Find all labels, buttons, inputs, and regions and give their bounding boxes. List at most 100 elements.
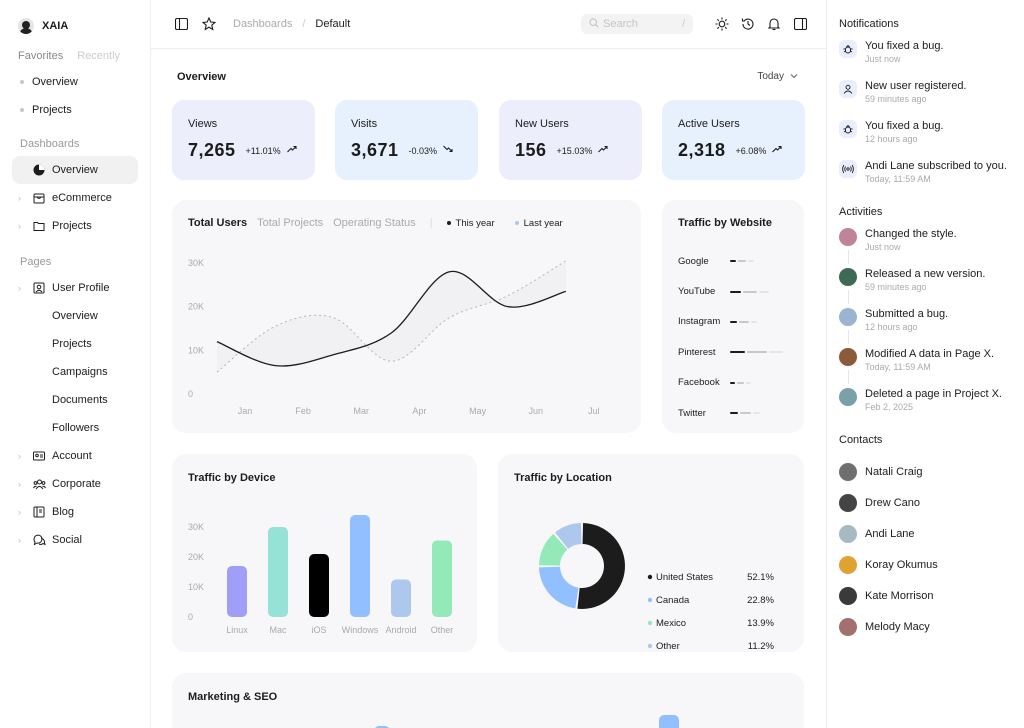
sidebar-subitem-documents[interactable]: Documents: [52, 394, 108, 406]
history-icon[interactable]: [740, 16, 756, 32]
search-input[interactable]: [603, 18, 675, 30]
section-pages: Pages: [20, 256, 52, 268]
bar-ios[interactable]: [309, 554, 329, 617]
website-label: Google: [678, 255, 709, 267]
stat-card-active-users[interactable]: Active Users 2,318 +6.08%: [662, 100, 805, 180]
sidebar-item-user-profile[interactable]: › User Profile: [12, 274, 138, 302]
bar-mac[interactable]: [268, 527, 288, 617]
bar-windows[interactable]: [350, 515, 370, 617]
sidebar-item-corporate[interactable]: › Corporate: [12, 470, 138, 498]
sidebar-subitem-overview[interactable]: Overview: [52, 310, 98, 322]
donut-slice-other[interactable]: [555, 523, 582, 549]
stat-label: New Users: [515, 118, 569, 130]
website-label: Instagram: [678, 316, 721, 328]
tab-favorites[interactable]: Favorites: [18, 50, 64, 62]
bug-icon: [839, 120, 857, 138]
website-row: Google: [678, 246, 798, 276]
website-level-bar: [730, 351, 783, 354]
trend-up-icon: [772, 145, 782, 156]
sidebar-toggle-icon[interactable]: [173, 16, 189, 32]
brand[interactable]: XAIA: [18, 16, 138, 36]
donut-slice-united-states[interactable]: [577, 523, 626, 609]
favorite-overview[interactable]: Overview: [12, 68, 138, 96]
tab-total-projects[interactable]: Total Projects: [257, 217, 324, 229]
contact-name: Melody Macy: [865, 620, 930, 633]
stat-card-views[interactable]: Views 7,265 +11.01%: [172, 100, 315, 180]
contact-item[interactable]: Melody Macy: [839, 611, 1012, 642]
activity-text: Submitted a bug.: [865, 308, 949, 320]
notification-item[interactable]: Andi Lane subscribed to you. Today, 11:59…: [839, 160, 1012, 200]
sidebar-item-projects[interactable]: › Projects: [12, 212, 138, 240]
y-tick-label: 10K: [188, 345, 204, 355]
sidebar-subitem-projects[interactable]: Projects: [52, 338, 92, 350]
stat-value: 3,671: [351, 140, 399, 160]
traffic-by-website-card: Traffic by Website Google YouTube Instagra…: [662, 200, 804, 433]
tab-recently[interactable]: Recently: [77, 50, 121, 62]
activity-item[interactable]: Modified A data in Page X. Today, 11:59 A…: [839, 348, 1012, 388]
x-tick-label: Feb: [295, 406, 311, 416]
area-between-series: [217, 260, 566, 373]
stat-card-visits[interactable]: Visits 3,671 -0.03%: [335, 100, 478, 180]
activity-time: Today, 11:59 AM: [865, 362, 931, 372]
date-range-select[interactable]: Today: [757, 71, 798, 82]
bar-android[interactable]: [391, 579, 411, 618]
bar-other[interactable]: [432, 540, 452, 618]
contact-item[interactable]: Kate Morrison: [839, 580, 1012, 611]
website-label: Facebook: [678, 377, 720, 389]
activity-avatar: [839, 388, 857, 406]
notification-time: 59 minutes ago: [865, 94, 927, 104]
contact-item[interactable]: Koray Okumus: [839, 549, 1012, 580]
panel-toggle-icon[interactable]: [792, 16, 808, 32]
legend-dot: [647, 597, 653, 603]
donut-slice-mexico[interactable]: [539, 533, 568, 566]
notification-item[interactable]: You fixed a bug. Just now: [839, 40, 1012, 80]
activity-time: Feb 2, 2025: [865, 402, 914, 412]
sidebar-item-social[interactable]: › Social: [12, 526, 138, 554]
activity-item[interactable]: Submitted a bug. 12 hours ago: [839, 308, 1012, 348]
activity-item[interactable]: Released a new version. 59 minutes ago: [839, 268, 1012, 308]
favorite-label: Overview: [32, 76, 78, 88]
sidebar-item-overview[interactable]: Overview: [12, 156, 138, 184]
traffic-by-device-bar-chart: 0 10K 20K 30K Linux Mac iOS Windows Android Other: [188, 515, 454, 635]
contact-item[interactable]: Natali Craig: [839, 456, 1012, 487]
chevron-right-icon: ›: [18, 221, 21, 231]
brand-avatar: [18, 18, 34, 34]
sidebar-item-account[interactable]: › Account: [12, 442, 138, 470]
activity-item[interactable]: Changed the style. Just now: [839, 228, 1012, 268]
bell-icon[interactable]: [766, 16, 782, 32]
right-panel: Notifications You fixed a bug. Just now Ne…: [826, 0, 1024, 728]
breadcrumb-parent[interactable]: Dashboards: [233, 18, 293, 30]
stat-value: 7,265: [188, 140, 236, 160]
notification-item[interactable]: You fixed a bug. 12 hours ago: [839, 120, 1012, 160]
website-level-bar: [730, 412, 760, 415]
website-level-bar: [730, 320, 757, 323]
tab-operating-status[interactable]: Operating Status: [333, 217, 416, 229]
notification-item[interactable]: New user registered. 59 minutes ago: [839, 80, 1012, 120]
stat-card-new-users[interactable]: New Users 156 +15.03%: [499, 100, 642, 180]
bar-linux[interactable]: [227, 566, 247, 617]
sun-icon[interactable]: [714, 16, 730, 32]
donut-slice-canada[interactable]: [539, 566, 579, 609]
sidebar-subitem-followers[interactable]: Followers: [52, 422, 100, 434]
sidebar-item-label: Account: [52, 450, 92, 462]
contact-item[interactable]: Drew Cano: [839, 487, 1012, 518]
tab-total-users[interactable]: Total Users: [188, 217, 248, 229]
y-tick-label: 0: [188, 612, 193, 622]
notification-time: Just now: [865, 54, 901, 64]
marketing-seo-card: Marketing & SEO: [172, 673, 804, 728]
traffic-by-location-card: Traffic by Location United States 52.1% Ca…: [498, 454, 804, 652]
sidebar-item-ecommerce[interactable]: › eCommerce: [12, 184, 138, 212]
star-icon[interactable]: [201, 16, 217, 32]
folder-icon: [32, 219, 46, 233]
contact-item[interactable]: Andi Lane: [839, 518, 1012, 549]
sidebar-subitem-campaigns[interactable]: Campaigns: [52, 366, 108, 378]
favorite-projects[interactable]: Projects: [12, 96, 138, 124]
activity-item[interactable]: Deleted a page in Project X. Feb 2, 2025: [839, 388, 1012, 428]
legend-dot: [647, 643, 653, 649]
x-tick-label: Other: [431, 625, 454, 635]
search-box[interactable]: /: [581, 14, 693, 34]
sidebar-item-blog[interactable]: › Blog: [12, 498, 138, 526]
notifications-title: Notifications: [839, 18, 899, 30]
date-range-label: Today: [757, 71, 784, 82]
contact-avatar: [839, 586, 857, 605]
